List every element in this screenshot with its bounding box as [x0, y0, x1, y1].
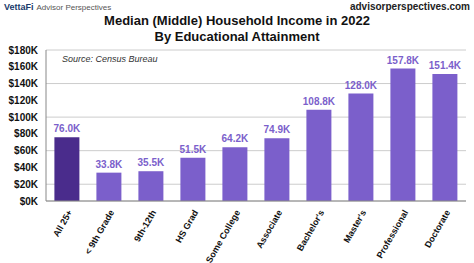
- svg-text:$40K: $40K: [14, 162, 39, 173]
- svg-text:9th-12th: 9th-12th: [132, 208, 158, 243]
- svg-text:64.2K: 64.2K: [222, 133, 249, 144]
- svg-text:Doctorate: Doctorate: [423, 208, 453, 249]
- svg-text:All 25+: All 25+: [51, 208, 74, 238]
- svg-text:Master's: Master's: [342, 208, 369, 244]
- svg-text:$80K: $80K: [14, 128, 39, 139]
- svg-text:$100K: $100K: [9, 112, 39, 123]
- svg-text:35.5K: 35.5K: [138, 157, 165, 168]
- svg-text:Some College: Some College: [204, 208, 242, 263]
- html-text:advisorperspectives.com: advisorperspectives.com: [349, 1, 470, 12]
- html-text:VettaFi Advisor Perspectives: VettaFi Advisor Perspectives: [4, 2, 112, 12]
- svg-text:Associate: Associate: [254, 208, 284, 250]
- svg-text:108.8K: 108.8K: [303, 96, 336, 107]
- svg-text:$160K: $160K: [9, 61, 39, 72]
- svg-text:151.4K: 151.4K: [429, 60, 462, 71]
- svg-text:$120K: $120K: [9, 95, 39, 106]
- svg-text:$140K: $140K: [9, 78, 39, 89]
- svg-text:$20K: $20K: [14, 179, 39, 190]
- svg-text:HS Grad: HS Grad: [174, 208, 201, 244]
- svg-text:$0K: $0K: [20, 196, 39, 207]
- svg-text:76.0K: 76.0K: [54, 123, 81, 134]
- svg-text:$180K: $180K: [9, 45, 39, 56]
- svg-text:128.0K: 128.0K: [345, 80, 378, 91]
- svg-text:Professional: Professional: [375, 208, 411, 260]
- svg-text:33.8K: 33.8K: [96, 159, 123, 170]
- html-text:Source: Census Bureau: Source: Census Bureau: [62, 54, 158, 64]
- html-text:Median (Middle) Household Inco: Median (Middle) Household Income in 2022: [104, 13, 370, 28]
- svg-text:Bachelor's: Bachelor's: [295, 208, 326, 253]
- svg-text:< 9th Grade: < 9th Grade: [83, 208, 117, 256]
- svg-text:$60K: $60K: [14, 145, 39, 156]
- svg-text:157.8K: 157.8K: [387, 55, 420, 66]
- svg-text:51.5K: 51.5K: [180, 144, 207, 155]
- svg-text:74.9K: 74.9K: [264, 124, 291, 135]
- html-text:By Educational Attainment: By Educational Attainment: [154, 29, 320, 44]
